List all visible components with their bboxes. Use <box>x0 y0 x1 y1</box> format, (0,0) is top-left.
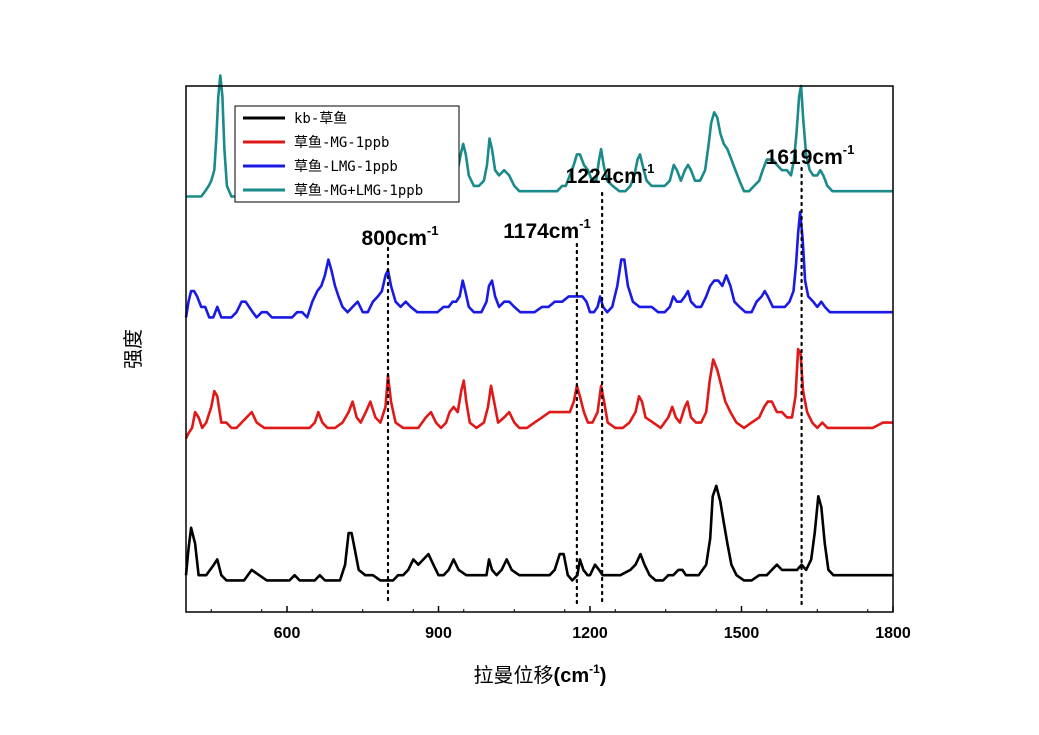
legend-label-4: 草鱼-MG+LMG-1ppb <box>294 182 423 199</box>
x-axis-title: 拉曼位移(cm-1) <box>474 662 607 687</box>
y-axis-title: 强度 <box>121 329 145 369</box>
x-axis-title-text: 拉曼位移 <box>474 663 554 687</box>
plot-frame <box>185 85 894 613</box>
x-tick-label-1200: 1200 <box>572 625 608 642</box>
x-axis-ticks: 600 900 1200 1500 1800 <box>210 606 911 642</box>
annotation-layer: 800cm-1 1174cm-1 1224cm-1 1619cm-1 <box>362 142 855 607</box>
annotation-1619: 1619cm-1 <box>766 142 855 169</box>
series-line-3 <box>184 210 893 319</box>
x-tick-label-600: 600 <box>274 625 301 642</box>
series-line-1 <box>184 484 893 582</box>
x-tick-label-1800: 1800 <box>875 625 911 642</box>
legend-label-2: 草鱼-MG-1ppb <box>294 134 389 151</box>
x-tick-label-900: 900 <box>425 625 452 642</box>
legend-label-1: kb-草鱼 <box>294 110 347 127</box>
annotation-1174: 1174cm-1 <box>503 216 590 243</box>
x-axis-title-unit-sup: -1 <box>589 662 600 676</box>
series-line-2 <box>184 347 893 439</box>
legend-label-3: 草鱼-LMG-1ppb <box>294 158 398 175</box>
x-axis-title-unit-close: ) <box>600 665 607 687</box>
annotation-1224: 1224cm-1 <box>566 161 655 188</box>
annotation-800: 800cm-1 <box>362 223 439 250</box>
x-tick-label-1500: 1500 <box>724 625 760 642</box>
legend-box <box>234 105 460 203</box>
x-axis-title-unit: (cm <box>554 665 590 687</box>
